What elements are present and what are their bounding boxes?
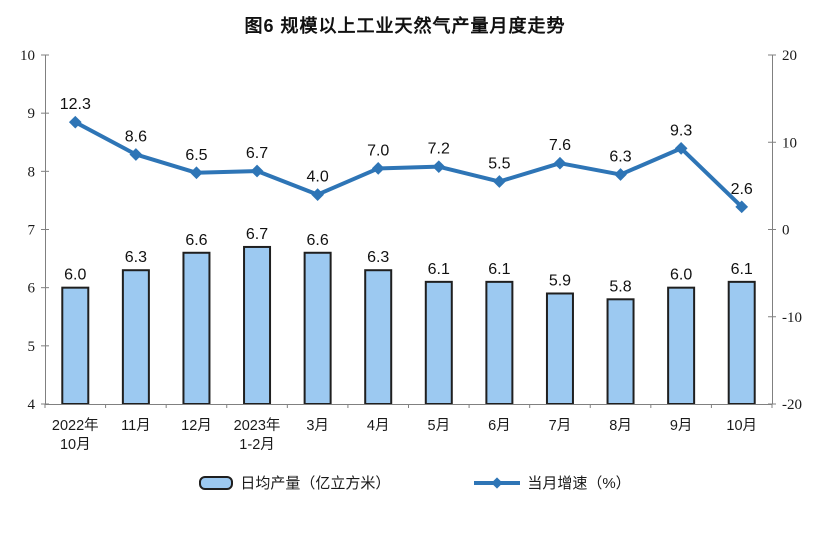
line-value-label-2: 6.5 (185, 147, 207, 164)
bar-7 (485, 280, 514, 406)
line-marker-8 (553, 156, 567, 170)
line-value-label-10: 9.3 (670, 122, 692, 139)
x-label-7-line0: 6月 (488, 418, 511, 434)
y-left-tick-label-1: 9 (28, 106, 36, 122)
bar-value-label-11: 6.1 (731, 261, 753, 278)
bar-value-label-7: 6.1 (488, 261, 510, 278)
diamond-marker-icon (491, 476, 503, 489)
bar-value-label-6: 6.1 (428, 261, 450, 278)
x-label-11-line0: 10月 (726, 418, 757, 434)
line-marker-5 (371, 162, 385, 175)
line-value-label-3: 6.7 (246, 145, 268, 162)
x-label-2-line0: 12月 (181, 418, 212, 434)
line-value-label-9: 6.3 (609, 149, 631, 166)
line-value-label-7: 5.5 (488, 156, 510, 173)
line-value-label-1: 8.6 (125, 128, 147, 145)
bar-10 (667, 286, 696, 405)
bar-value-label-10: 6.0 (670, 267, 692, 284)
bar-series-label: 日均产量（亿立方米） (240, 475, 391, 492)
bar-6 (424, 280, 453, 406)
y-left-tick-label-0: 10 (20, 48, 35, 64)
line-marker-2 (190, 166, 203, 180)
line-value-label-4: 4.0 (307, 169, 329, 186)
bar-value-label-4: 6.6 (307, 232, 329, 249)
x-label-4-line0: 3月 (306, 418, 329, 434)
bar-value-label-8: 5.9 (549, 272, 571, 289)
line-marker-6 (432, 160, 446, 174)
chart-legend: 日均产量（亿立方米） 当月增速（%） (0, 472, 830, 493)
x-label-0-line0: 2022年 (52, 417, 99, 434)
legend-item-line-series: 当月增速（%） (474, 472, 631, 493)
line-value-label-6: 7.2 (428, 141, 450, 158)
y-left-tick-label-6: 4 (28, 397, 36, 413)
x-label-3-line0: 2023年 (234, 417, 281, 434)
bar-value-label-1: 6.3 (125, 249, 147, 266)
line-series-swatch (474, 476, 521, 489)
x-label-0-line1: 10月 (60, 437, 91, 453)
y-left-tick-label-3: 7 (28, 223, 36, 239)
y-left-tick-label-4: 6 (28, 281, 36, 297)
y-right-tick-label-3: -10 (782, 310, 802, 326)
bar-9 (606, 298, 635, 405)
line-marker-3 (250, 164, 264, 178)
y-right-tick-label-0: 20 (782, 48, 797, 64)
line-marker-4 (311, 188, 324, 201)
y-right-tick-label-1: 10 (782, 135, 797, 151)
line-series-label: 当月增速（%） (527, 475, 631, 492)
bar-0 (61, 286, 90, 405)
bar-series-swatch (199, 475, 234, 490)
line-marker-1 (129, 148, 143, 161)
bar-value-label-2: 6.6 (185, 232, 207, 249)
bar-2 (182, 251, 211, 405)
bar-3 (243, 245, 272, 405)
bar-1 (121, 269, 150, 406)
line-value-label-8: 7.6 (549, 137, 571, 154)
bar-8 (545, 292, 574, 406)
line-marker-7 (493, 175, 506, 188)
x-label-8-line0: 7月 (549, 418, 572, 434)
line-marker-9 (614, 168, 627, 181)
growth-line (73, 120, 744, 209)
x-label-1-line0: 11月 (121, 418, 151, 434)
y-left-tick-label-5: 5 (28, 339, 36, 355)
chart-title: 图6 规模以上工业天然气产量月度走势 (244, 16, 566, 36)
bar-value-label-3: 6.7 (246, 226, 268, 243)
bar-value-label-5: 6.3 (367, 249, 389, 266)
line-value-label-5: 7.0 (367, 142, 389, 159)
bar-value-label-9: 5.8 (609, 278, 631, 295)
y-right-tick-label-4: -20 (782, 397, 802, 413)
line-value-label-11: 2.6 (731, 181, 753, 198)
bar-value-label-0: 6.0 (64, 267, 86, 284)
bar-5 (364, 269, 393, 406)
x-label-9-line0: 8月 (609, 418, 632, 434)
y-left-tick-label-2: 8 (28, 164, 36, 180)
x-label-6-line0: 5月 (428, 418, 451, 434)
y-right-tick-label-2: 0 (782, 223, 790, 239)
bar-11 (727, 280, 756, 406)
x-label-5-line0: 4月 (367, 418, 390, 434)
x-label-10-line0: 9月 (670, 418, 693, 434)
bar-4 (303, 251, 332, 405)
legend-item-bar-series: 日均产量（亿立方米） (199, 472, 390, 493)
line-value-label-0: 12.3 (60, 96, 91, 113)
x-label-3-line1: 1-2月 (239, 437, 274, 453)
